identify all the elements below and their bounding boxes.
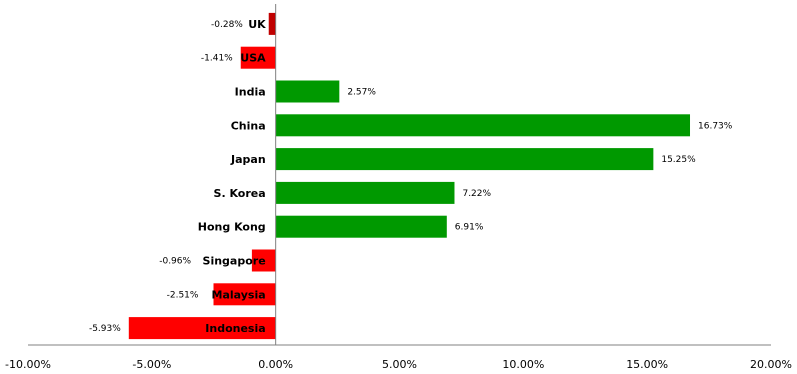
- bar-japan: [275, 148, 654, 171]
- category-label-uk: UK: [248, 18, 266, 31]
- value-label-usa: -1.41%: [201, 54, 233, 64]
- bars-layer: [128, 12, 691, 340]
- category-label-japan: Japan: [230, 153, 266, 166]
- category-label-indonesia: Indonesia: [205, 322, 265, 335]
- value-label-hong-kong: 6.91%: [455, 223, 484, 233]
- value-label-india: 2.57%: [347, 88, 376, 98]
- category-label-malaysia: Malaysia: [212, 288, 266, 301]
- value-label-japan: 15.25%: [661, 155, 696, 165]
- x-tick-label: -5.00%: [132, 358, 171, 371]
- value-label-china: 16.73%: [698, 121, 733, 131]
- x-tick-label: 20.00%: [750, 358, 792, 371]
- labels-layer: UK -0.28% USA -1.41% India 2.57% China 16.73% Ja…: [5, 18, 792, 371]
- bar-hong-kong: [275, 215, 447, 238]
- category-label-india: India: [235, 86, 266, 99]
- value-label-uk: -0.28%: [211, 20, 243, 30]
- x-tick-label: -10.00%: [5, 358, 51, 371]
- category-label-singapore: Singapore: [203, 255, 266, 268]
- value-label-s-korea: 7.22%: [462, 189, 491, 199]
- category-label-china: China: [231, 119, 266, 132]
- bar-singapore: [251, 249, 276, 272]
- category-label-usa: USA: [240, 52, 266, 65]
- x-tick-label: 15.00%: [626, 358, 668, 371]
- value-label-singapore: -0.96%: [159, 257, 191, 267]
- category-label-s-korea: S. Korea: [214, 187, 266, 200]
- axes-layer: [28, 4, 771, 346]
- bar-indonesia: [128, 317, 276, 340]
- bar-china: [275, 114, 691, 137]
- value-label-indonesia: -5.93%: [89, 324, 121, 334]
- category-label-hong-kong: Hong Kong: [198, 221, 266, 234]
- x-tick-label: 5.00%: [382, 358, 417, 371]
- bar-usa: [240, 46, 276, 69]
- bar-uk: [268, 12, 276, 35]
- x-tick-label: 0.00%: [258, 358, 293, 371]
- x-tick-label: 10.00%: [502, 358, 544, 371]
- value-label-malaysia: -2.51%: [167, 290, 199, 300]
- bar-india: [275, 80, 340, 103]
- bar-malaysia: [213, 283, 276, 306]
- bar-s-korea: [275, 181, 455, 204]
